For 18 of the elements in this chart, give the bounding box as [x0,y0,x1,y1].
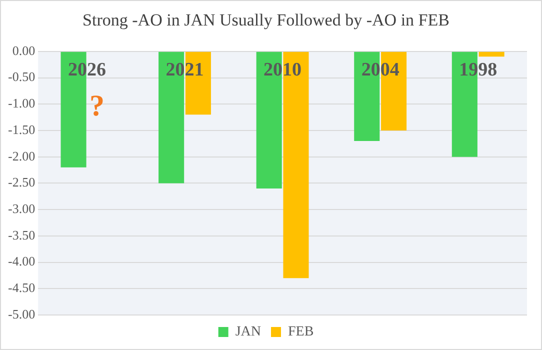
y-tick-label: -5.00 [8,306,36,322]
chart-title: Strong -AO in JAN Usually Followed by -AO in FEB [82,10,450,30]
x-tick-label: 2021 [166,59,204,80]
legend-label: JAN [235,324,261,340]
legend-label: FEB [288,324,314,340]
y-tick-label: -3.50 [8,227,36,242]
x-tick-label: 2004 [361,59,400,80]
y-tick-label: 0.00 [12,42,36,58]
y-tick-label: -4.00 [8,254,36,269]
x-tick-label: 2010 [264,59,302,80]
y-tick-label: -1.50 [8,122,36,137]
annotation: ? [89,89,104,122]
y-tick-label: -4.50 [8,280,36,296]
y-tick-label: -2.50 [8,174,36,190]
y-tick-label: -0.50 [8,69,36,84]
y-tick-label: -1.00 [8,96,36,111]
y-tick-label: -3.00 [8,200,36,216]
y-tick-label: -2.00 [8,148,36,164]
